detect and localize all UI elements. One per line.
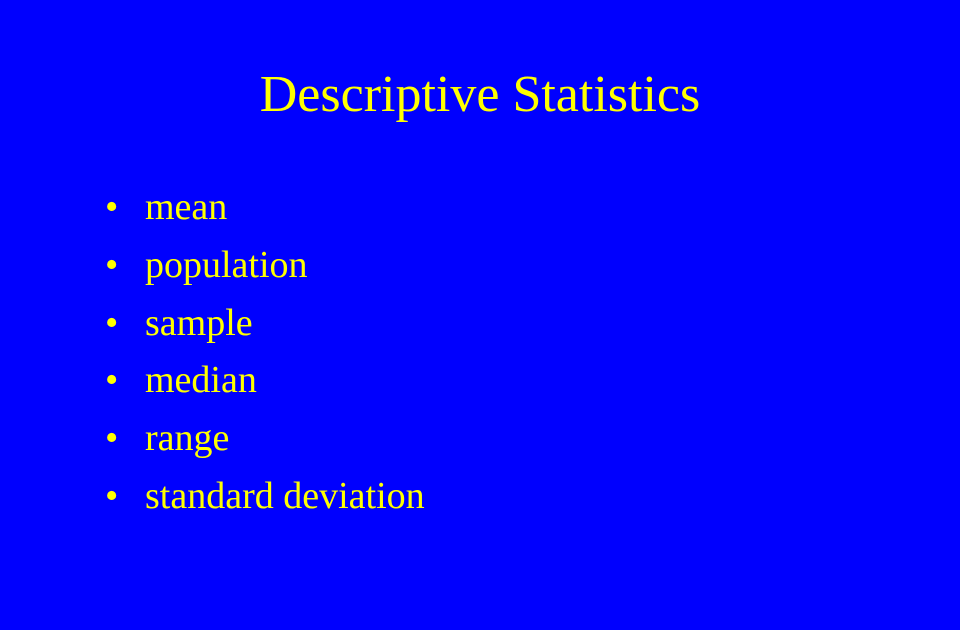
list-item: population [105, 237, 870, 295]
list-item: standard deviation [105, 468, 870, 526]
list-item: sample [105, 295, 870, 353]
list-item: median [105, 352, 870, 410]
slide-title: Descriptive Statistics [90, 65, 870, 124]
list-item: range [105, 410, 870, 468]
bullet-list: mean population sample median range stan… [105, 179, 870, 526]
list-item: mean [105, 179, 870, 237]
slide-container: Descriptive Statistics mean population s… [0, 0, 960, 630]
